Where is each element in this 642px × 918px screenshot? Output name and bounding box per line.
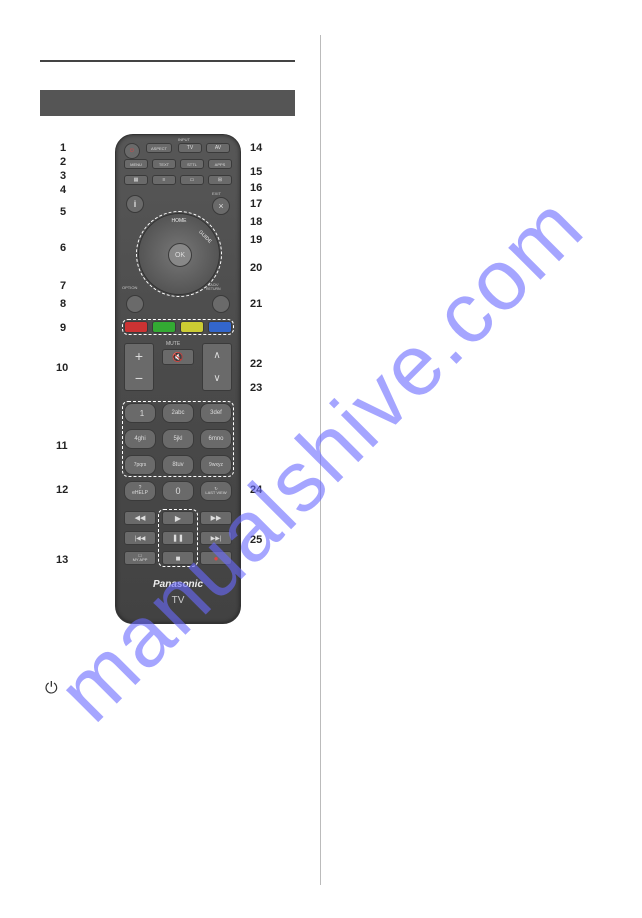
callout-22: 22 [250, 358, 262, 370]
red-button[interactable] [124, 321, 148, 333]
myapp-button[interactable]: ☐ MY APP [124, 551, 156, 565]
yellow-button[interactable] [180, 321, 204, 333]
callout-21: 21 [250, 298, 262, 310]
back-button[interactable] [212, 295, 230, 313]
rew-button[interactable]: ◀◀ [124, 511, 156, 525]
input-label: INPUT [178, 137, 190, 142]
remote-body: ⏻ ASPECT INPUT TV AV MENU TEXT STTL APPS… [115, 134, 241, 624]
section-rule-thick [40, 90, 295, 116]
callout-12: 12 [56, 484, 68, 496]
info-button[interactable]: i [126, 195, 144, 213]
key-1[interactable]: 1 [124, 403, 156, 423]
key-2[interactable]: 2abc [162, 403, 194, 423]
key-8[interactable]: 8tuv [162, 455, 194, 475]
text-button[interactable]: TEXT [152, 159, 176, 169]
callout-2: 2 [60, 156, 66, 168]
key-4[interactable]: 4ghi [124, 429, 156, 449]
rec-button[interactable]: ● [200, 551, 232, 565]
apps-button[interactable]: APPS [208, 159, 232, 169]
brand-label: Panasonic [116, 579, 240, 590]
input-tv-button[interactable]: TV [178, 143, 202, 153]
callout-23: 23 [250, 382, 262, 394]
key-help[interactable]: ? eHELP [124, 481, 156, 501]
manual-page: manualshive.com 1 2 3 4 5 6 7 8 9 10 11 … [0, 0, 642, 918]
key-3[interactable]: 3def [200, 403, 232, 423]
callout-20: 20 [250, 262, 262, 274]
callout-7: 7 [60, 280, 66, 292]
sd-button[interactable]: ▭ [180, 175, 204, 185]
callout-16: 16 [250, 182, 262, 194]
callout-14: 14 [250, 142, 262, 154]
option-label: OPTION [122, 285, 137, 290]
callout-19: 19 [250, 234, 262, 246]
callout-4: 4 [60, 184, 66, 196]
section-rule-thin [40, 60, 295, 62]
input-av-button[interactable]: AV [206, 143, 230, 153]
play-button[interactable]: ▶ [162, 511, 194, 525]
aspect-button[interactable]: ASPECT [146, 143, 172, 153]
callout-15: 15 [250, 166, 262, 178]
vol-up: + [135, 348, 143, 364]
ff-button[interactable]: ▶▶ [200, 511, 232, 525]
option-button[interactable] [126, 295, 144, 313]
sttl-button[interactable]: STTL [180, 159, 204, 169]
column-divider [320, 35, 321, 885]
callout-24: 24 [250, 484, 262, 496]
callout-6: 6 [60, 242, 66, 254]
key-0[interactable]: 0 [162, 481, 194, 501]
pause-button[interactable]: ❚❚ [162, 531, 194, 545]
callout-17: 17 [250, 198, 262, 210]
power-button[interactable]: ⏻ [124, 143, 140, 159]
grid-button[interactable]: ⊞ [208, 175, 232, 185]
mute-button[interactable]: 🔇 [162, 349, 194, 365]
power-symbol-note: ⏻ [45, 680, 58, 698]
green-button[interactable] [152, 321, 176, 333]
pic-button[interactable]: ▦ [124, 175, 148, 185]
callout-5: 5 [60, 206, 66, 218]
callout-11: 11 [56, 440, 68, 452]
callout-10: 10 [56, 362, 68, 374]
menu-button[interactable]: MENU [124, 159, 148, 169]
key-7[interactable]: 7pqrs [124, 455, 156, 475]
callout-1: 1 [60, 142, 66, 154]
mute-label: MUTE [166, 341, 180, 347]
ok-button[interactable]: OK [168, 243, 192, 267]
volume-rocker[interactable]: + − [124, 343, 154, 391]
exit-label: EXIT [212, 191, 221, 196]
ch-up: ∧ [213, 350, 220, 361]
callout-13: 13 [56, 554, 68, 566]
callout-3: 3 [60, 170, 66, 182]
home-label[interactable]: HOME [172, 218, 187, 224]
key-5[interactable]: 5jkl [162, 429, 194, 449]
back-label: BACK/ RETURN [206, 283, 221, 291]
stop-button[interactable]: ■ [162, 551, 194, 565]
ch-down: ∨ [213, 373, 220, 384]
next-button[interactable]: ▶▶| [200, 531, 232, 545]
callout-8: 8 [60, 298, 66, 310]
callout-9: 9 [60, 322, 66, 334]
key-6[interactable]: 6mno [200, 429, 232, 449]
exit-button[interactable]: × [212, 197, 230, 215]
device-label: TV [116, 595, 240, 606]
prev-button[interactable]: |◀◀ [124, 531, 156, 545]
callout-25: 25 [250, 534, 262, 546]
blue-button[interactable] [208, 321, 232, 333]
remote-diagram: 1 2 3 4 5 6 7 8 9 10 11 12 13 14 15 16 1… [40, 134, 295, 654]
guide-label[interactable]: GUIDE [197, 229, 212, 244]
callout-18: 18 [250, 216, 262, 228]
key-lastview[interactable]: ↻ LAST VIEW [200, 481, 232, 501]
key-9[interactable]: 9wxyz [200, 455, 232, 475]
vol-down: − [135, 370, 143, 386]
tt-button[interactable]: ≡ [152, 175, 176, 185]
channel-rocker[interactable]: ∧ ∨ [202, 343, 232, 391]
left-column: 1 2 3 4 5 6 7 8 9 10 11 12 13 14 15 16 1… [40, 60, 295, 654]
